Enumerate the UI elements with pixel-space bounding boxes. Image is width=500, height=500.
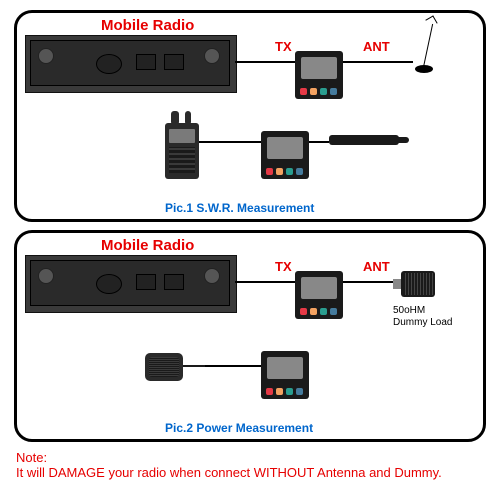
mobile-radio xyxy=(25,35,237,93)
note-title: Note: xyxy=(16,450,486,465)
mobile-radio-label-2: Mobile Radio xyxy=(101,237,194,254)
mic-cable xyxy=(183,365,205,367)
ant-label: ANT xyxy=(363,39,390,54)
rubber-duck-antenna xyxy=(329,135,399,145)
panel-power: Mobile Radio TX ANT 50oHM Dummy Load xyxy=(14,230,486,442)
wire-ant xyxy=(343,61,413,63)
wire-ant-2 xyxy=(343,281,393,283)
wire-tx-2 xyxy=(235,281,295,283)
pic2-caption: Pic.2 Power Measurement xyxy=(165,421,313,435)
ht-knob2 xyxy=(185,111,191,125)
ht-knob xyxy=(171,111,179,125)
swr-meter-top-2 xyxy=(295,271,343,319)
swr-meter-top xyxy=(295,51,343,99)
wire-ht-ant xyxy=(309,141,329,143)
microphone xyxy=(145,353,183,381)
swr-meter-bottom xyxy=(261,131,309,179)
swr-meter-bottom-2 xyxy=(261,351,309,399)
wire-mic-tx xyxy=(205,365,261,367)
wire-ht-tx xyxy=(199,141,261,143)
wire-tx xyxy=(235,61,295,63)
tx-label: TX xyxy=(275,39,292,54)
handheld-radio xyxy=(165,123,199,179)
antenna-rod xyxy=(423,24,433,67)
antenna-tip xyxy=(425,15,437,27)
mobile-radio-2 xyxy=(25,255,237,313)
antenna-tip2 xyxy=(395,137,409,143)
pic1-caption: Pic.1 S.W.R. Measurement xyxy=(165,201,314,215)
ant-label-2: ANT xyxy=(363,259,390,274)
note-text: It will DAMAGE your radio when connect W… xyxy=(16,465,486,480)
panel-swr: Mobile Radio TX ANT xyxy=(14,10,486,222)
dummy-load-label: 50oHM Dummy Load xyxy=(393,305,452,329)
mobile-radio-label: Mobile Radio xyxy=(101,17,194,34)
tx-label-2: TX xyxy=(275,259,292,274)
dummy-load xyxy=(401,271,435,297)
